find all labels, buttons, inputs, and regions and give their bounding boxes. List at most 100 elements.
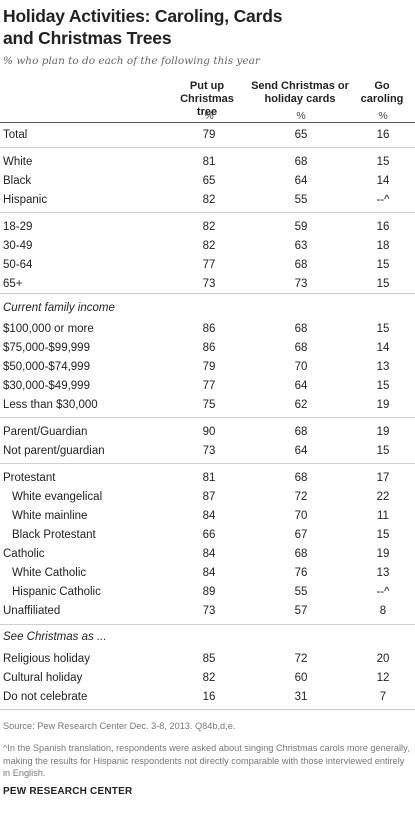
section-label: See Christmas as ... <box>3 631 107 643</box>
cell-caroling: 22 <box>376 491 390 503</box>
cell-cards: 67 <box>294 529 308 541</box>
column-header-caroling: Go caroling <box>355 80 409 106</box>
cell-cards: 64 <box>294 175 308 187</box>
org-name: PEW RESEARCH CENTER <box>3 786 133 797</box>
cell-cards: 57 <box>294 605 308 617</box>
footnote: ^In the Spanish translation, respondents… <box>3 743 410 778</box>
cell-caroling: 13 <box>376 567 390 579</box>
row-divider <box>0 417 415 418</box>
chart-subtitle: % who plan to do each of the following t… <box>3 55 260 67</box>
cell-tree: 90 <box>202 426 216 438</box>
cell-tree: 84 <box>202 567 216 579</box>
cell-caroling: 20 <box>376 653 390 665</box>
row-label: 50-64 <box>3 259 33 271</box>
cell-caroling: 8 <box>379 605 387 617</box>
cell-cards: 68 <box>294 548 308 560</box>
column-header-tree: Put up Christmas tree <box>172 80 242 119</box>
cell-caroling: 14 <box>376 342 390 354</box>
cell-caroling: 16 <box>376 129 390 141</box>
table-row: White evangelical 87 72 22 <box>3 489 413 508</box>
title-line-2: and Christmas Trees <box>3 28 172 48</box>
cell-cards: 68 <box>294 259 308 271</box>
cell-cards: 70 <box>294 510 308 522</box>
row-label: $75,000-$99,999 <box>3 342 90 354</box>
row-label: $30,000-$49,999 <box>3 380 90 392</box>
column-header-cards-line2: holiday cards <box>264 93 336 105</box>
cell-tree: 85 <box>202 653 216 665</box>
column-header-tree-line1: Put up <box>189 80 225 92</box>
cell-tree: 73 <box>202 445 216 457</box>
row-label: White <box>3 156 33 168</box>
table-row: Religious holiday 85 72 20 <box>3 651 413 670</box>
table-row: Hispanic Catholic 89 55 --^ <box>3 584 413 603</box>
table-row: Cultural holiday 82 60 12 <box>3 670 413 689</box>
cell-caroling: 15 <box>376 278 390 290</box>
column-header-caroling-line2: caroling <box>360 93 404 105</box>
row-label: Parent/Guardian <box>3 426 88 438</box>
cell-cards: 70 <box>294 361 308 373</box>
section-label: Current family income <box>3 302 115 314</box>
cell-tree: 73 <box>202 278 216 290</box>
cell-caroling: 18 <box>376 240 390 252</box>
cell-cards: 55 <box>294 194 308 206</box>
source-note: Source: Pew Research Center Dec. 3-8, 20… <box>3 721 236 731</box>
table-row: Total 79 65 16 <box>3 127 413 146</box>
cell-caroling: 15 <box>376 380 390 392</box>
row-label: Not parent/guardian <box>3 445 105 457</box>
table-row: Not parent/guardian 73 64 15 <box>3 443 413 462</box>
table-row: 50-64 77 68 15 <box>3 257 413 276</box>
table-row: $75,000-$99,999 86 68 14 <box>3 340 413 359</box>
row-label: Unaffiliated <box>3 605 61 617</box>
cell-caroling: 15 <box>376 445 390 457</box>
column-header-cards-line1: Send Christmas or <box>251 80 349 92</box>
cell-tree: 73 <box>202 605 216 617</box>
table-row: Black 65 64 14 <box>3 173 413 192</box>
cell-tree: 77 <box>202 380 216 392</box>
table-row: 65+ 73 73 15 <box>3 276 413 295</box>
cell-tree: 84 <box>202 510 216 522</box>
cell-caroling: 13 <box>376 361 390 373</box>
row-label: $100,000 or more <box>3 323 94 335</box>
table-row: Unaffiliated 73 57 8 <box>3 603 413 622</box>
cell-caroling: 15 <box>376 529 390 541</box>
cell-caroling: --^ <box>376 586 390 598</box>
row-label: 65+ <box>3 278 23 290</box>
cell-caroling: 7 <box>379 691 387 703</box>
cell-caroling: 15 <box>376 156 390 168</box>
table-row: Do not celebrate 16 31 7 <box>3 689 413 708</box>
cell-cards: 68 <box>294 426 308 438</box>
cell-cards: 68 <box>294 472 308 484</box>
cell-tree: 89 <box>202 586 216 598</box>
table-row: Catholic 84 68 19 <box>3 546 413 565</box>
cell-tree: 79 <box>202 361 216 373</box>
column-unit-cards: % <box>296 110 306 122</box>
cell-tree: 86 <box>202 323 216 335</box>
row-label: White evangelical <box>12 491 103 503</box>
table-row: Less than $30,000 75 62 19 <box>3 397 413 416</box>
cell-tree: 82 <box>202 221 216 233</box>
row-label: Do not celebrate <box>3 691 88 703</box>
cell-caroling: 14 <box>376 175 390 187</box>
cell-cards: 68 <box>294 342 308 354</box>
table-row: $50,000-$74,999 79 70 13 <box>3 359 413 378</box>
cell-caroling: 15 <box>376 259 390 271</box>
cell-cards: 55 <box>294 586 308 598</box>
row-divider <box>0 293 415 294</box>
cell-tree: 16 <box>202 691 216 703</box>
column-header-tree-line2: Christmas tree <box>180 93 234 118</box>
table-row: $30,000-$49,999 77 64 15 <box>3 378 413 397</box>
table-row: White 81 68 15 <box>3 154 413 173</box>
cell-tree: 84 <box>202 548 216 560</box>
cell-tree: 86 <box>202 342 216 354</box>
row-divider <box>0 624 415 625</box>
row-label: Protestant <box>3 472 56 484</box>
column-unit-caroling: % <box>378 110 388 122</box>
cell-caroling: 16 <box>376 221 390 233</box>
table-row: Hispanic 82 55 --^ <box>3 192 413 211</box>
cell-caroling: 15 <box>376 323 390 335</box>
cell-caroling: 19 <box>376 548 390 560</box>
row-label: 18-29 <box>3 221 33 233</box>
cell-cards: 73 <box>294 278 308 290</box>
title-line-1: Holiday Activities: Caroling, Cards <box>3 6 283 26</box>
cell-cards: 62 <box>294 399 308 411</box>
